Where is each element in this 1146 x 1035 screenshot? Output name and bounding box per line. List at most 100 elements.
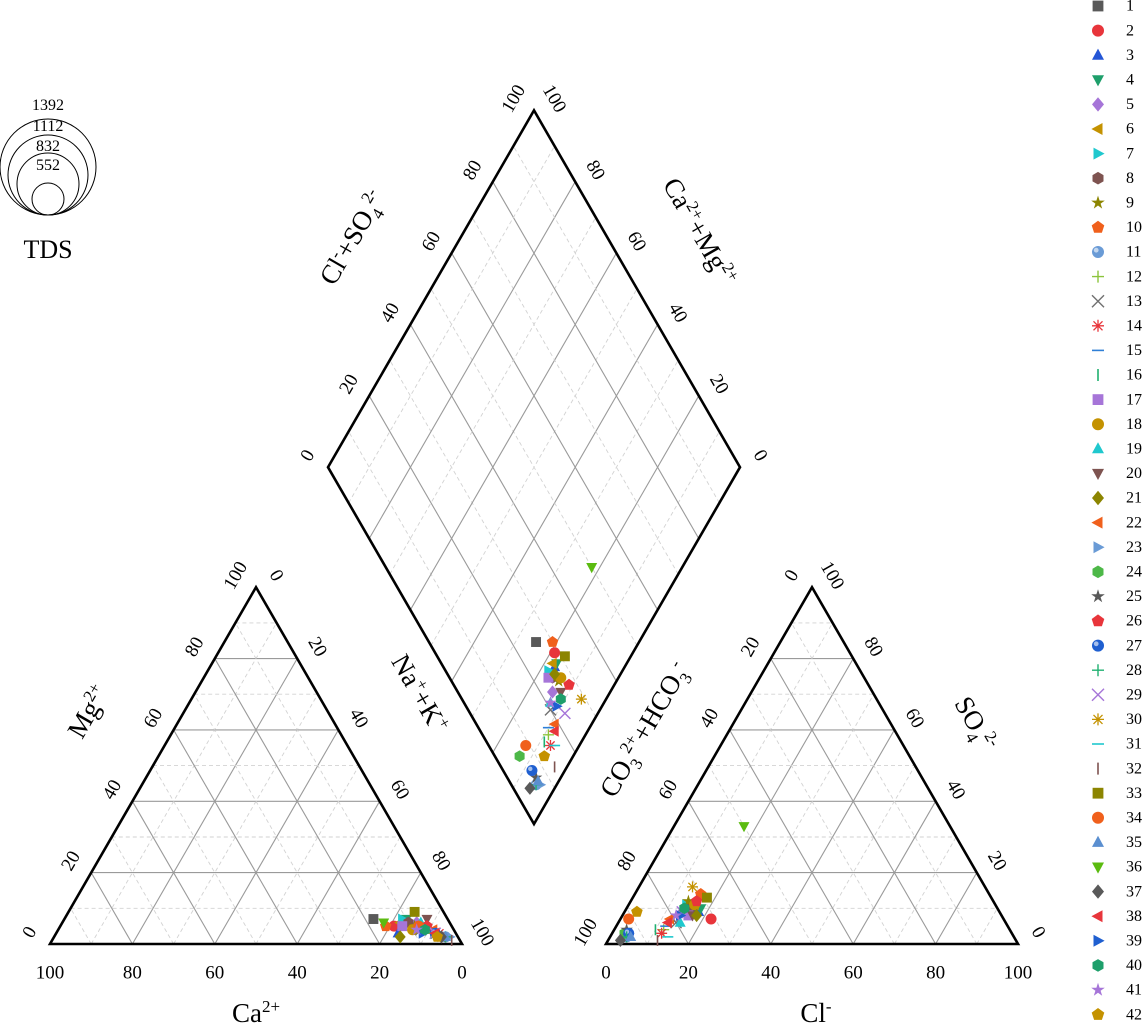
cation-bottom-tick-label: 100 (36, 962, 65, 983)
legend-item-3: 3 (1092, 47, 1134, 64)
anion-right-tick-label: 60 (901, 705, 929, 732)
diamond-point-29 (558, 707, 571, 720)
legend-label: 40 (1126, 957, 1142, 974)
legend-marker (1092, 0, 1104, 12)
legend-marker (1092, 418, 1104, 431)
tds-title: TDS (23, 235, 72, 264)
cation-triangle-frame (47, 584, 465, 946)
legend-marker (1092, 48, 1104, 60)
diamond-point-1 (531, 637, 542, 647)
legend-marker (1091, 910, 1103, 923)
cation-point-20 (421, 914, 433, 926)
legend-marker (1091, 123, 1103, 135)
anion-triangle-grid-line (894, 836, 957, 945)
legend-label: 6 (1126, 121, 1134, 138)
legend-item-23: 23 (1093, 539, 1142, 556)
cation-point-41 (410, 923, 423, 936)
data-points (368, 563, 750, 947)
cation-right-tick-label: 20 (303, 634, 331, 661)
diamond-point-37 (524, 781, 536, 795)
anion-point-35 (625, 930, 637, 941)
diamond-grid-line (471, 217, 679, 575)
legend-marker (1091, 1008, 1105, 1020)
legend-label: 9 (1126, 194, 1134, 211)
diamond-frame (326, 107, 742, 827)
diamond-grid-line (471, 359, 679, 718)
legend-label: 20 (1126, 465, 1142, 482)
legend-item-18: 18 (1092, 416, 1142, 433)
diamond-right-tick-label: 20 (705, 371, 733, 398)
legend-marker (1092, 835, 1104, 847)
legend-marker (1091, 195, 1105, 209)
diamond-left-axis-title: Cl-+SO42- (312, 184, 395, 292)
legend-marker (1091, 220, 1105, 233)
anion-point-34 (623, 913, 635, 925)
anion-left-tick-label: 60 (654, 776, 682, 803)
cation-right-tick-label: 80 (427, 848, 455, 875)
diamond-point-27 (526, 764, 538, 776)
diamond-grid-line (451, 252, 659, 611)
diamond-point-41 (544, 696, 557, 708)
anion-left-tick-label: 80 (613, 848, 641, 875)
legend-item-12: 12 (1092, 268, 1142, 285)
anion-triangle-grid-line (811, 765, 916, 945)
cation-triangle-grid-line (193, 693, 339, 945)
legend-item-38: 38 (1091, 908, 1142, 925)
legend-item-29: 29 (1091, 686, 1142, 703)
legend-label: 36 (1126, 859, 1142, 876)
legend-label: 32 (1126, 760, 1142, 777)
legend-marker (1092, 24, 1104, 37)
legend-label: 12 (1126, 268, 1142, 285)
legend-item-41: 41 (1091, 982, 1142, 999)
legend-marker (1091, 688, 1105, 702)
diamond-grid-line (492, 181, 700, 539)
legend-marker (1092, 565, 1104, 579)
cation-triangle-grid-line (131, 801, 216, 945)
axis-titles: Ca2+ Mg2+ Na++K+ Cl- CO32++HCO3- SO42- Cl-+SO4… (60, 173, 1004, 1028)
anion-point-14 (656, 927, 668, 939)
legend-label: 19 (1126, 440, 1142, 457)
cation-point-17 (397, 921, 408, 932)
legend-label: 14 (1126, 317, 1142, 334)
legend-marker (1092, 959, 1104, 972)
anion-point-41 (669, 908, 683, 921)
anion-right-tick-label: 20 (983, 848, 1011, 875)
anion-point-9 (682, 894, 695, 907)
diamond-point-26 (563, 678, 575, 690)
legend-marker (1092, 394, 1104, 405)
legend-label: 35 (1126, 834, 1142, 851)
legend-item-6: 6 (1091, 121, 1134, 138)
cation-point-42 (431, 930, 443, 942)
diamond-left-tick-label: 100 (498, 81, 530, 116)
legend-item-20: 20 (1092, 465, 1142, 482)
diamond-point-36 (586, 563, 598, 574)
tds-legend: 1392 1112 832 552 TDS (0, 97, 97, 264)
legend-marker (1091, 614, 1105, 627)
legend-label: 24 (1126, 563, 1142, 580)
legend-label: 18 (1126, 416, 1142, 433)
legend-item-19: 19 (1092, 440, 1142, 457)
legend-label: 42 (1126, 1006, 1142, 1023)
diamond-point-2 (549, 647, 561, 659)
legend-item-5: 5 (1092, 96, 1134, 113)
anion-bottom-tick-label: 60 (844, 962, 863, 983)
diamond-left-tick-label: 80 (459, 157, 487, 184)
legend-label: 23 (1126, 539, 1142, 556)
tds-value-label: 832 (36, 138, 60, 155)
cation-left-tick-label: 20 (57, 848, 85, 875)
legend-item-7: 7 (1093, 145, 1134, 162)
anion-triangle-grid-line (687, 801, 772, 945)
legend-label: 2 (1126, 22, 1134, 39)
cation-bottom-tick-label: 80 (123, 962, 142, 983)
cation-left-axis-title: Mg2+ (60, 679, 115, 743)
diamond-point-25 (529, 771, 543, 783)
legend-item-42: 42 (1091, 1006, 1142, 1023)
diamond-grid-line (430, 288, 638, 646)
diamond-point-5 (547, 685, 558, 699)
legend-item-13: 13 (1091, 293, 1142, 310)
anion-triangle-grid-line (935, 872, 978, 945)
legend-item-34: 34 (1092, 809, 1142, 826)
cation-triangle-grid-line (90, 872, 133, 945)
diamond-right-tick-label: 0 (749, 446, 772, 465)
